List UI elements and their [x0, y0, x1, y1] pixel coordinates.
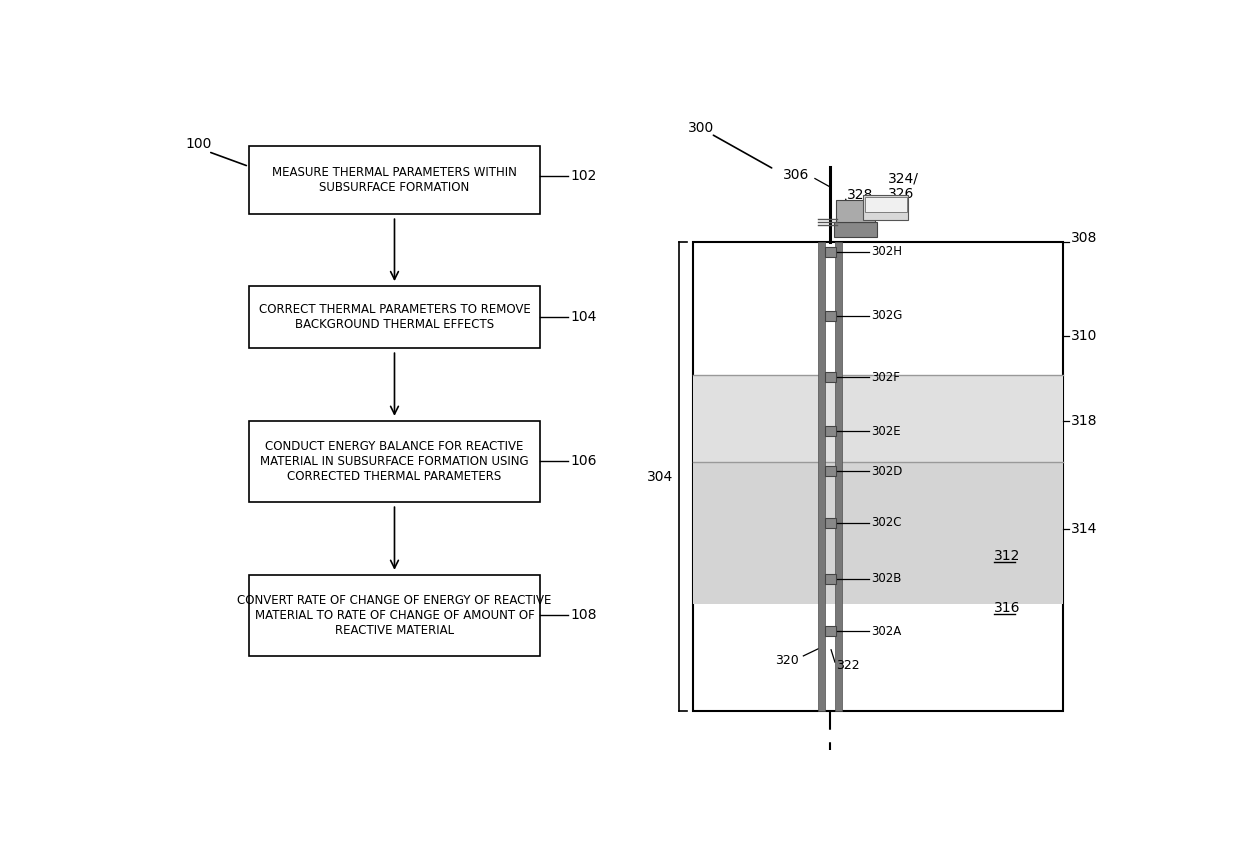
- Bar: [249, 286, 541, 348]
- Bar: [836, 242, 842, 711]
- Text: 320: 320: [775, 654, 799, 667]
- Text: MEASURE THERMAL PARAMETERS WITHIN
SUBSURFACE FORMATION: MEASURE THERMAL PARAMETERS WITHIN SUBSUR…: [272, 166, 517, 194]
- Text: 316: 316: [993, 602, 1021, 615]
- Text: 302F: 302F: [872, 371, 900, 384]
- Bar: [825, 466, 836, 476]
- Text: 310: 310: [1070, 329, 1097, 343]
- Text: 324/
326: 324/ 326: [888, 171, 919, 201]
- Text: 304: 304: [647, 470, 673, 484]
- Text: 318: 318: [1070, 414, 1097, 428]
- Bar: [249, 146, 541, 214]
- Text: CORRECT THERMAL PARAMETERS TO REMOVE
BACKGROUND THERMAL EFFECTS: CORRECT THERMAL PARAMETERS TO REMOVE BAC…: [259, 303, 531, 331]
- Text: 314: 314: [1070, 522, 1097, 536]
- Text: 302D: 302D: [872, 464, 903, 478]
- Bar: [249, 575, 541, 656]
- Bar: [693, 375, 1063, 462]
- Bar: [249, 421, 541, 502]
- Bar: [825, 518, 836, 528]
- Text: CONDUCT ENERGY BALANCE FOR REACTIVE
MATERIAL IN SUBSURFACE FORMATION USING
CORRE: CONDUCT ENERGY BALANCE FOR REACTIVE MATE…: [260, 440, 528, 483]
- Text: 322: 322: [837, 659, 861, 673]
- Bar: [825, 247, 836, 256]
- Text: 300: 300: [688, 122, 714, 135]
- Text: 302G: 302G: [872, 309, 903, 322]
- Bar: [825, 310, 836, 321]
- Text: 102: 102: [570, 169, 598, 184]
- Text: 108: 108: [570, 608, 598, 622]
- Text: 312: 312: [993, 549, 1021, 563]
- Text: 328: 328: [847, 189, 874, 202]
- Text: 106: 106: [570, 454, 598, 468]
- Bar: [863, 195, 908, 220]
- Bar: [866, 197, 906, 212]
- Text: 308: 308: [1070, 231, 1097, 244]
- Text: 302E: 302E: [872, 425, 900, 437]
- Text: 100: 100: [185, 137, 212, 151]
- Text: 104: 104: [570, 310, 598, 324]
- Bar: [836, 201, 875, 222]
- Bar: [825, 626, 836, 636]
- Text: 302A: 302A: [872, 625, 901, 638]
- Bar: [825, 574, 836, 584]
- Text: 302B: 302B: [872, 573, 901, 585]
- Text: 302C: 302C: [872, 516, 901, 530]
- Bar: [835, 222, 877, 237]
- Bar: [818, 242, 826, 711]
- Bar: [825, 426, 836, 436]
- Bar: [825, 372, 836, 382]
- Text: CONVERT RATE OF CHANGE OF ENERGY OF REACTIVE
MATERIAL TO RATE OF CHANGE OF AMOUN: CONVERT RATE OF CHANGE OF ENERGY OF REAC…: [237, 594, 552, 637]
- Text: 306: 306: [782, 168, 808, 183]
- Bar: [693, 242, 1063, 711]
- Bar: [693, 462, 1063, 603]
- Text: 302H: 302H: [872, 245, 903, 258]
